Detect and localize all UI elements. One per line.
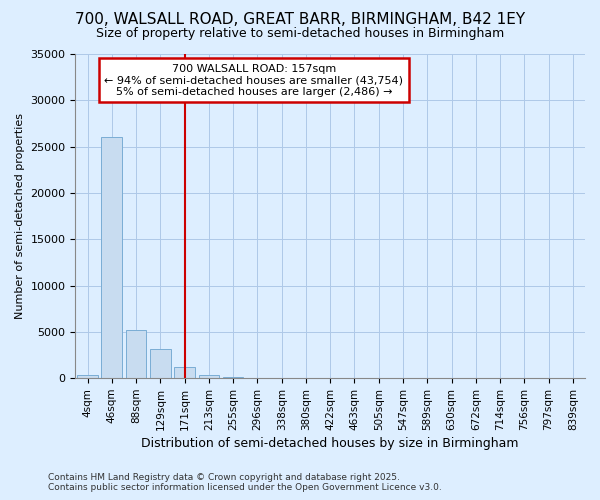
Bar [101, 138, 122, 378]
Bar [77, 374, 98, 378]
X-axis label: Distribution of semi-detached houses by size in Birmingham: Distribution of semi-detached houses by … [142, 437, 519, 450]
Text: Size of property relative to semi-detached houses in Birmingham: Size of property relative to semi-detach… [96, 28, 504, 40]
Bar [126, 330, 146, 378]
Bar [174, 367, 195, 378]
Text: 700, WALSALL ROAD, GREAT BARR, BIRMINGHAM, B42 1EY: 700, WALSALL ROAD, GREAT BARR, BIRMINGHA… [75, 12, 525, 28]
Y-axis label: Number of semi-detached properties: Number of semi-detached properties [15, 113, 25, 319]
Bar [223, 377, 244, 378]
Bar [150, 348, 170, 378]
Bar [199, 374, 219, 378]
Text: 700 WALSALL ROAD: 157sqm
← 94% of semi-detached houses are smaller (43,754)
5% o: 700 WALSALL ROAD: 157sqm ← 94% of semi-d… [104, 64, 403, 97]
Text: Contains HM Land Registry data © Crown copyright and database right 2025.
Contai: Contains HM Land Registry data © Crown c… [48, 473, 442, 492]
